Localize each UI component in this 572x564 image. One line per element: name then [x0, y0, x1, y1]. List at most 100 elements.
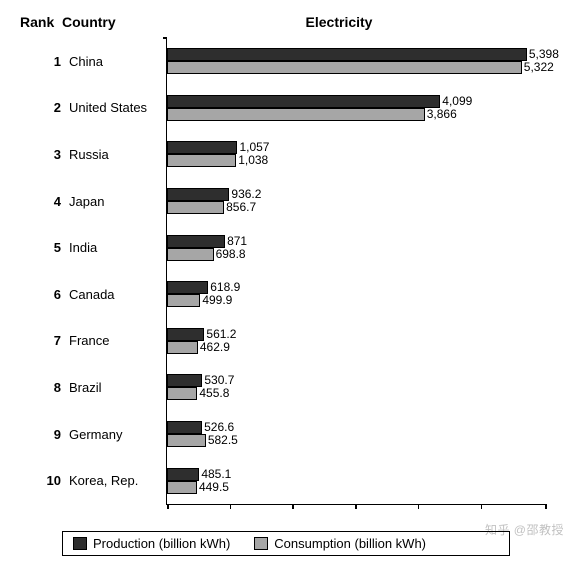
- header-electricity: Electricity: [166, 14, 552, 30]
- rank-number: 5: [21, 240, 69, 255]
- bar-production: 936.2: [167, 188, 229, 201]
- rank-number: 2: [21, 100, 69, 115]
- rank-number: 10: [21, 473, 69, 488]
- legend-item-consumption: Consumption (billion kWh): [254, 536, 426, 551]
- rank-number: 9: [21, 427, 69, 442]
- row-label-cell: 4Japan: [21, 178, 163, 225]
- header-country: Country: [62, 14, 166, 30]
- country-name: Korea, Rep.: [69, 473, 163, 488]
- row-label-cell: 9Germany: [21, 411, 163, 458]
- row-label-cell: 6Canada: [21, 271, 163, 318]
- rank-number: 6: [21, 287, 69, 302]
- row-label-cell: 1China: [21, 38, 163, 85]
- bar-group: 4,0993,866: [167, 95, 440, 121]
- bar-value-consumption: 449.5: [196, 481, 229, 494]
- table-row: 5India871698.8: [167, 224, 547, 271]
- row-label-cell: 2United States: [21, 85, 163, 132]
- header-rank: Rank: [20, 14, 62, 30]
- row-label-cell: 5India: [21, 224, 163, 271]
- x-tick: [418, 504, 420, 509]
- row-label-cell: 3Russia: [21, 131, 163, 178]
- bar-value-consumption: 1,038: [235, 154, 268, 167]
- table-row: 1China5,3985,322: [167, 38, 547, 85]
- bar-production: 561.2: [167, 328, 204, 341]
- bar-rows: 1China5,3985,3222United States4,0993,866…: [167, 38, 547, 504]
- bar-value-consumption: 455.8: [196, 387, 229, 400]
- country-name: Russia: [69, 147, 163, 162]
- legend: Production (billion kWh) Consumption (bi…: [62, 531, 510, 556]
- table-row: 6Canada618.9499.9: [167, 271, 547, 318]
- bar-production: 5,398: [167, 48, 527, 61]
- rank-number: 4: [21, 194, 69, 209]
- row-label-cell: 8Brazil: [21, 364, 163, 411]
- bar-group: 530.7455.8: [167, 374, 202, 400]
- bar-value-consumption: 5,322: [521, 61, 554, 74]
- table-row: 10Korea, Rep.485.1449.5: [167, 457, 547, 504]
- bar-consumption: 455.8: [167, 387, 197, 400]
- rank-number: 8: [21, 380, 69, 395]
- chart-container: Rank Country Electricity 1China5,3985,32…: [0, 0, 572, 564]
- x-tick: [355, 504, 357, 509]
- watermark: 知乎 @邵教授: [485, 521, 564, 538]
- bar-group: 5,3985,322: [167, 48, 527, 74]
- bar-value-consumption: 856.7: [223, 201, 256, 214]
- bar-consumption: 3,866: [167, 108, 425, 121]
- legend-item-production: Production (billion kWh): [73, 536, 230, 551]
- bar-consumption: 1,038: [167, 154, 236, 167]
- bar-production: 1,057: [167, 141, 237, 154]
- bar-consumption: 856.7: [167, 201, 224, 214]
- legend-label-production: Production (billion kWh): [93, 536, 230, 551]
- bar-production: 4,099: [167, 95, 440, 108]
- row-label-cell: 10Korea, Rep.: [21, 457, 163, 504]
- x-tick: [167, 504, 169, 509]
- country-name: Brazil: [69, 380, 163, 395]
- country-name: Germany: [69, 427, 163, 442]
- bar-group: 526.6582.5: [167, 421, 206, 447]
- bar-group: 871698.8: [167, 235, 225, 261]
- bar-consumption: 698.8: [167, 248, 214, 261]
- x-tick: [230, 504, 232, 509]
- row-label-cell: 7France: [21, 318, 163, 365]
- plot-frame: 1China5,3985,3222United States4,0993,866…: [166, 38, 547, 505]
- country-name: China: [69, 54, 163, 69]
- header-row: Rank Country Electricity: [20, 14, 552, 30]
- bar-consumption: 462.9: [167, 341, 198, 354]
- bar-group: 618.9499.9: [167, 281, 208, 307]
- bar-value-consumption: 3,866: [424, 108, 457, 121]
- bar-group: 485.1449.5: [167, 468, 199, 494]
- rank-number: 7: [21, 333, 69, 348]
- country-name: France: [69, 333, 163, 348]
- x-tick: [292, 504, 294, 509]
- bar-value-consumption: 698.8: [213, 248, 246, 261]
- bar-consumption: 499.9: [167, 294, 200, 307]
- table-row: 4Japan936.2856.7: [167, 178, 547, 225]
- rank-number: 3: [21, 147, 69, 162]
- legend-label-consumption: Consumption (billion kWh): [274, 536, 426, 551]
- table-row: 2United States4,0993,866: [167, 85, 547, 132]
- table-row: 7France561.2462.9: [167, 318, 547, 365]
- country-name: Japan: [69, 194, 163, 209]
- bar-consumption: 5,322: [167, 61, 522, 74]
- bar-consumption: 582.5: [167, 434, 206, 447]
- country-name: Canada: [69, 287, 163, 302]
- bar-value-consumption: 499.9: [199, 294, 232, 307]
- country-name: India: [69, 240, 163, 255]
- legend-swatch-consumption: [254, 537, 268, 550]
- bar-production: 485.1: [167, 468, 199, 481]
- x-tick: [545, 504, 547, 509]
- table-row: 9Germany526.6582.5: [167, 411, 547, 458]
- bar-group: 561.2462.9: [167, 328, 204, 354]
- bar-consumption: 449.5: [167, 481, 197, 494]
- country-name: United States: [69, 100, 163, 115]
- table-row: 8Brazil530.7455.8: [167, 364, 547, 411]
- bar-production: 526.6: [167, 421, 202, 434]
- bar-production: 530.7: [167, 374, 202, 387]
- x-tick: [481, 504, 483, 509]
- bar-value-consumption: 582.5: [205, 434, 238, 447]
- bar-group: 1,0571,038: [167, 141, 237, 167]
- bar-value-consumption: 462.9: [197, 341, 230, 354]
- table-row: 3Russia1,0571,038: [167, 131, 547, 178]
- rank-number: 1: [21, 54, 69, 69]
- bar-group: 936.2856.7: [167, 188, 229, 214]
- legend-swatch-production: [73, 537, 87, 550]
